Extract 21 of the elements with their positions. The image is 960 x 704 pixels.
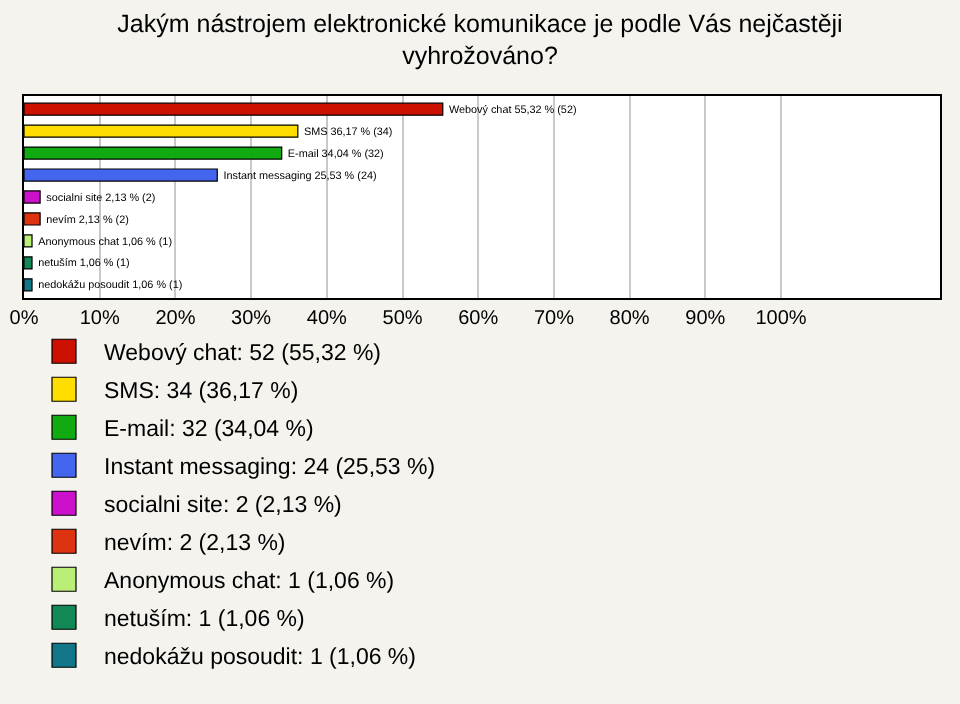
x-tick-label: 30% <box>231 308 272 330</box>
legend-label: SMS: 34 (36,17 %) <box>104 380 299 405</box>
x-tick-label: 20% <box>155 308 196 330</box>
legend-label: Anonymous chat: 1 (1,06 %) <box>104 570 395 595</box>
x-tick-label: 0% <box>9 308 39 330</box>
x-tick-label: 90% <box>685 308 726 330</box>
x-tick-label: 80% <box>609 308 650 330</box>
x-tick-label: 60% <box>458 308 499 330</box>
legend-label: nedokážu posoudit: 1 (1,06 %) <box>104 646 417 671</box>
x-tick-label: 10% <box>79 308 120 330</box>
x-tick-label: 40% <box>306 308 348 330</box>
legend-label: Webový chat: 52 (55,32 %) <box>104 342 382 367</box>
legend-label: E-mail: 32 (34,04 %) <box>104 418 314 443</box>
chart-title: Jakým nástrojem elektronické komunikace je podle Vás nejčastěji vyhrožováno? <box>117 9 843 71</box>
legend-label: Instant messaging: 24 (25,53 %) <box>104 456 436 481</box>
legend-label: socialni site: 2 (2,13 %) <box>104 494 343 519</box>
legend-label: nevím: 2 (2,13 %) <box>104 532 286 557</box>
x-tick-label: 100% <box>755 308 807 330</box>
x-tick-label: 70% <box>533 308 575 330</box>
x-tick-label: 50% <box>382 308 423 330</box>
legend-label: netuším: 1 (1,06 %) <box>104 608 306 633</box>
